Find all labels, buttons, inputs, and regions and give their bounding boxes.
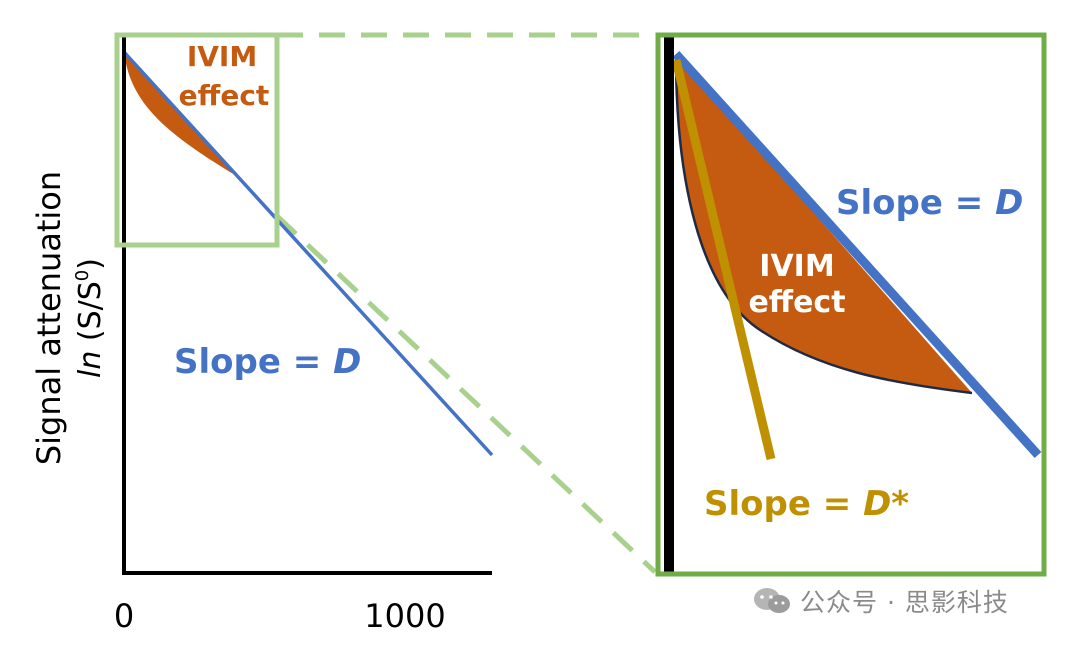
slope-d-label-right: Slope = D (836, 183, 1023, 223)
ivim-curve-right (674, 55, 973, 395)
ivim-label-right-line1: IVIM (759, 249, 834, 284)
slope-d-label-left-var: D (333, 342, 361, 382)
ivim-label-left-line1: IVIM (187, 40, 257, 73)
slope-dstar-label: Slope = D* (704, 484, 909, 524)
watermark: 公众号 · 思影科技 (752, 583, 1009, 619)
y-axis-label-sup: 0 (72, 270, 93, 281)
ivim-label-right-line2: effect (748, 285, 845, 320)
watermark-text: 公众号 · 思影科技 (800, 588, 1009, 617)
slope-d-line-right (672, 50, 1042, 459)
x-tick-0: 0 (114, 597, 134, 635)
slope-dstar-line (671, 58, 776, 461)
zoom-connector-bottom (275, 214, 657, 574)
y-axis-label-ln: ln (73, 351, 108, 378)
slope-d-label-left-prefix: Slope = (174, 342, 333, 382)
slope-dstar-label-var: D* (863, 484, 909, 524)
y-axis-label: Signal attenuation ln (S/S0) (30, 171, 108, 465)
slope-d-label-right-var: D (995, 183, 1023, 223)
slope-d-line-left (122, 50, 494, 457)
slope-d-label-right-prefix: Slope = (836, 183, 995, 223)
y-axis-label-line1: Signal attenuation (30, 171, 68, 465)
slope-d-label-left: Slope = D (174, 342, 361, 382)
y-axis-label-ratio: (S/S (73, 281, 108, 350)
right-panel: Slope = D IVIM effect Slope = D* (655, 32, 1047, 577)
zoom-box-left (114, 32, 280, 248)
slope-dstar-label-prefix: Slope = (704, 484, 863, 524)
ivim-label-left-line2: effect (179, 79, 270, 112)
x-tick-1000: 1000 (364, 597, 445, 635)
y-axis-label-close: ) (73, 258, 108, 270)
left-panel: IVIM effect Slope = D 0 1000 Signal atte… (30, 32, 657, 635)
zoom-box-right (655, 32, 1047, 577)
wechat-icon (754, 588, 790, 613)
y-axis-label-line2: ln (S/S0) (72, 258, 108, 378)
